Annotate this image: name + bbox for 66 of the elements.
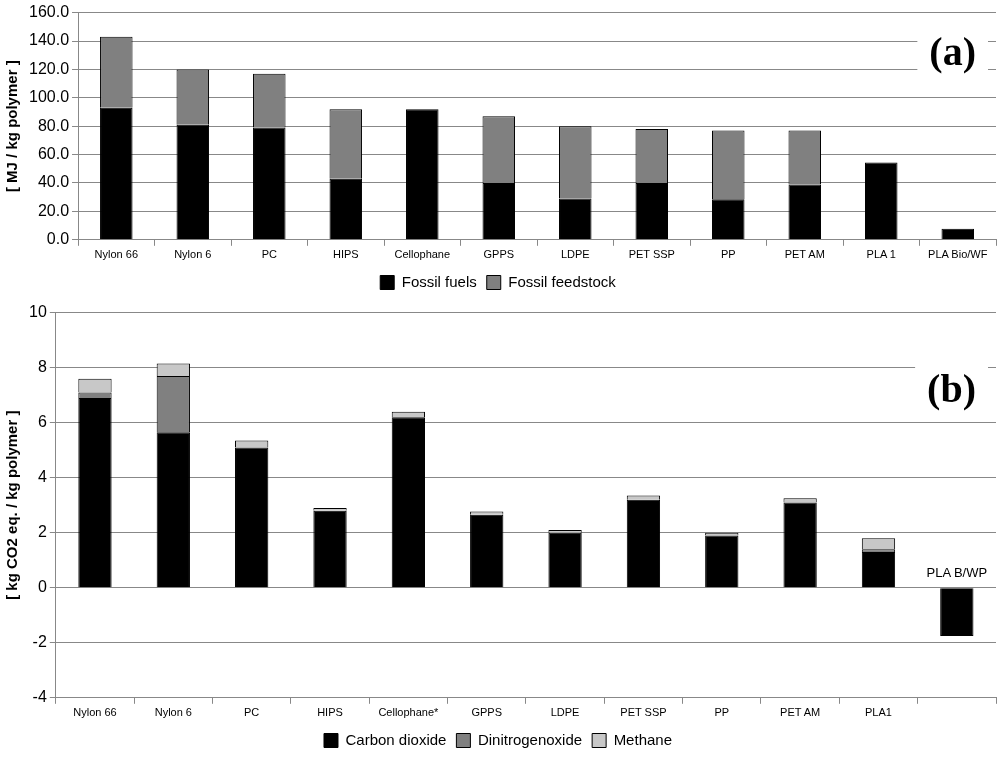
y-tick-label: 120.0 xyxy=(28,59,70,77)
legend-label: Carbon dioxide xyxy=(345,730,447,748)
x-tick-label: PP xyxy=(714,706,730,719)
y-tick-label: 8 xyxy=(37,358,47,376)
bar xyxy=(783,502,817,588)
y-tick-label: 60.0 xyxy=(37,145,70,163)
x-tick-label: Nylon 6 xyxy=(174,248,212,261)
bar xyxy=(406,109,439,240)
x-tick-label: PET AM xyxy=(784,248,825,261)
x-tick-label: Nylon 66 xyxy=(73,706,117,719)
bar xyxy=(941,228,975,240)
x-tick-label: PC xyxy=(244,706,260,719)
y-tick-label: 4 xyxy=(37,468,47,486)
bar xyxy=(861,551,896,588)
annotation: (b) xyxy=(927,365,976,411)
y-axis-title: [ MJ / kg polymer ] xyxy=(3,60,21,193)
x-tick-label: PET AM xyxy=(780,706,821,719)
x-tick-label: Cellophane* xyxy=(378,706,440,719)
y-tick-label: 80.0 xyxy=(37,116,70,134)
y-tick-label: 2 xyxy=(37,523,47,541)
x-tick-label: HIPS xyxy=(317,706,343,719)
x-tick-label: Cellophane xyxy=(394,248,451,261)
bar xyxy=(313,510,347,588)
y-tick-label: -2 xyxy=(32,633,47,651)
x-tick-label: PC xyxy=(261,248,277,261)
y-tick-label: -4 xyxy=(32,688,47,706)
y-tick-label: 10 xyxy=(29,303,47,321)
y-tick-label: 20.0 xyxy=(37,201,70,219)
bar xyxy=(548,532,582,588)
bar xyxy=(470,514,504,588)
bar xyxy=(712,199,745,240)
legend-label: Fossil feedstock xyxy=(508,272,617,290)
x-tick-label: PLA 1 xyxy=(866,248,896,261)
x-tick-label: PLA1 xyxy=(865,706,892,719)
bar xyxy=(865,162,898,240)
x-tick-label: LDPE xyxy=(560,248,590,261)
x-tick-label: GPPS xyxy=(471,706,503,719)
x-tick-label: GPPS xyxy=(483,248,515,261)
x-tick-label: PET SSP xyxy=(620,706,667,719)
x-tick-label: HIPS xyxy=(332,248,359,261)
annotation: (a) xyxy=(929,29,976,75)
legend-label: Dinitrogenoxide xyxy=(477,730,583,748)
x-tick-label: LDPE xyxy=(550,706,580,719)
x-tick-label: PP xyxy=(720,248,736,261)
bar xyxy=(626,499,661,588)
y-tick-label: 0 xyxy=(37,578,47,596)
legend-label: Fossil fuels xyxy=(401,272,477,290)
bar xyxy=(705,535,739,588)
bar xyxy=(253,127,286,240)
bar xyxy=(559,198,592,240)
y-tick-label: 140.0 xyxy=(28,31,70,49)
x-tick-label: PLA Bio/WF xyxy=(928,248,988,261)
bar xyxy=(78,397,112,588)
legend-label: Methane xyxy=(613,730,672,748)
y-tick-label: 6 xyxy=(37,413,47,431)
bar xyxy=(940,588,974,636)
y-tick-label: 40.0 xyxy=(37,173,70,191)
y-tick-label: 0.0 xyxy=(46,230,70,248)
x-tick-label: Nylon 6 xyxy=(154,706,192,719)
annotation: PLA B/WP xyxy=(926,564,988,580)
y-axis-title: [ kg CO2 eq. / kg polymer ] xyxy=(3,410,21,600)
y-tick-label: 100.0 xyxy=(28,88,70,106)
bar xyxy=(100,107,133,240)
x-tick-label: Nylon 66 xyxy=(94,248,138,261)
y-tick-label: 160.0 xyxy=(28,3,70,21)
x-tick-label: PET SSP xyxy=(628,248,675,261)
